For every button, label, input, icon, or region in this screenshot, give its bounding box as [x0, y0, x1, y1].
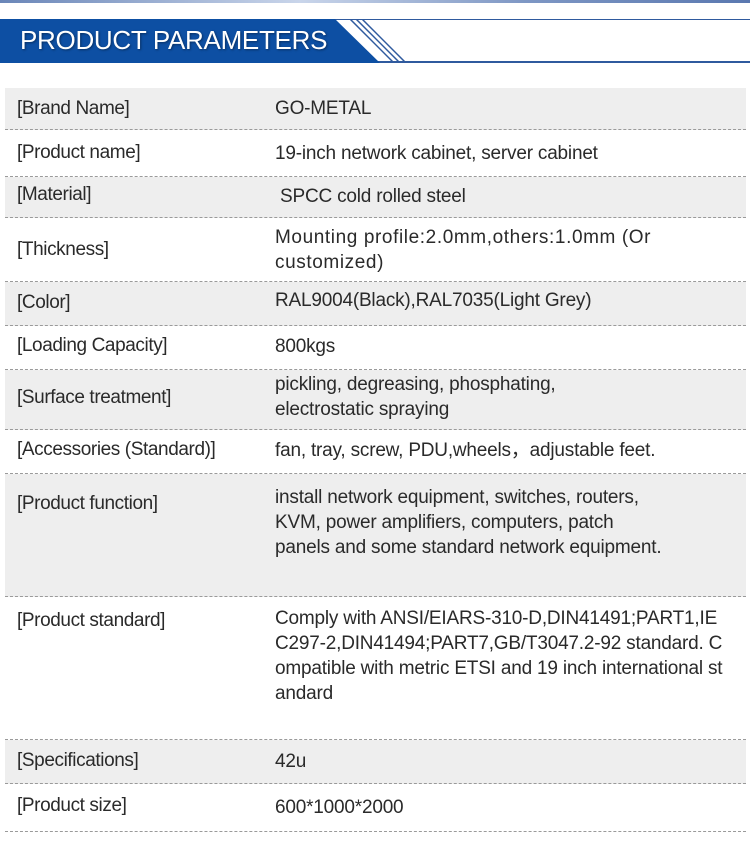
- row-value: 19-inch network cabinet, server cabinet: [275, 143, 598, 164]
- row-value: 42u: [275, 751, 307, 772]
- row-label: [Thickness]: [17, 239, 109, 260]
- row-label: [Product name]: [17, 142, 141, 163]
- table-row-product-size: [Product size] 600*1000*2000: [5, 784, 746, 832]
- row-value: install network equipment, switches, rou…: [275, 487, 662, 558]
- table-row-loading-capacity: [Loading Capacity] 800kgs: [5, 326, 746, 370]
- table-row-color: [Color] RAL9004(Black),RAL7035(Light Gre…: [5, 282, 746, 326]
- table-row-product-function: [Product function] install network equip…: [5, 474, 746, 597]
- row-label: [Loading Capacity]: [17, 335, 168, 356]
- header-band: [0, 19, 380, 63]
- row-value: SPCC cold rolled steel: [280, 186, 466, 207]
- row-value: RAL9004(Black),RAL7035(Light Grey): [275, 290, 592, 311]
- row-value: 600*1000*2000: [275, 797, 404, 818]
- row-label: [Specifications]: [17, 750, 139, 771]
- top-banner-strip: [0, 0, 750, 3]
- row-label: [Product function]: [17, 493, 158, 514]
- table-row-specifications: [Specifications] 42u: [5, 740, 746, 784]
- table-row-product-name: [Product name] 19-inch network cabinet, …: [5, 130, 746, 177]
- row-label: [Color]: [17, 292, 71, 313]
- row-value: pickling, degreasing, phosphating, elect…: [275, 374, 556, 420]
- row-value: fan, tray, screw, PDU,wheels，adjustable …: [275, 440, 656, 461]
- row-label: [Product size]: [17, 795, 127, 816]
- row-value: GO-METAL: [275, 98, 372, 119]
- parameters-table: [Brand Name] GO-METAL [Product name] 19-…: [5, 88, 746, 832]
- row-value: Comply with ANSI/EIARS-310-D,DIN41491;PA…: [275, 608, 723, 704]
- row-label: [Product standard]: [17, 610, 166, 631]
- row-label: [Material]: [17, 184, 92, 205]
- section-header: PRODUCT PARAMETERS: [0, 19, 750, 63]
- row-label: [Brand Name]: [17, 98, 130, 119]
- table-row-material: [Material] SPCC cold rolled steel: [5, 177, 746, 218]
- table-row-thickness: [Thickness] Mounting profile:2.0mm,other…: [5, 218, 746, 282]
- page-title: PRODUCT PARAMETERS: [20, 25, 328, 55]
- row-label: [Accessories (Standard)]: [17, 439, 216, 460]
- table-row-product-standard: [Product standard] Comply with ANSI/EIAR…: [5, 597, 746, 740]
- table-row-brand-name: [Brand Name] GO-METAL: [5, 88, 746, 130]
- row-value: Mounting profile:2.0mm,others:1.0mm (Or …: [275, 227, 652, 273]
- table-row-surface-treatment: [Surface treatment] pickling, degreasing…: [5, 370, 746, 430]
- row-label: [Surface treatment]: [17, 387, 171, 408]
- header-stripes-decoration: [349, 19, 407, 63]
- table-row-accessories: [Accessories (Standard)] fan, tray, scre…: [5, 430, 746, 474]
- row-value: 800kgs: [275, 336, 336, 357]
